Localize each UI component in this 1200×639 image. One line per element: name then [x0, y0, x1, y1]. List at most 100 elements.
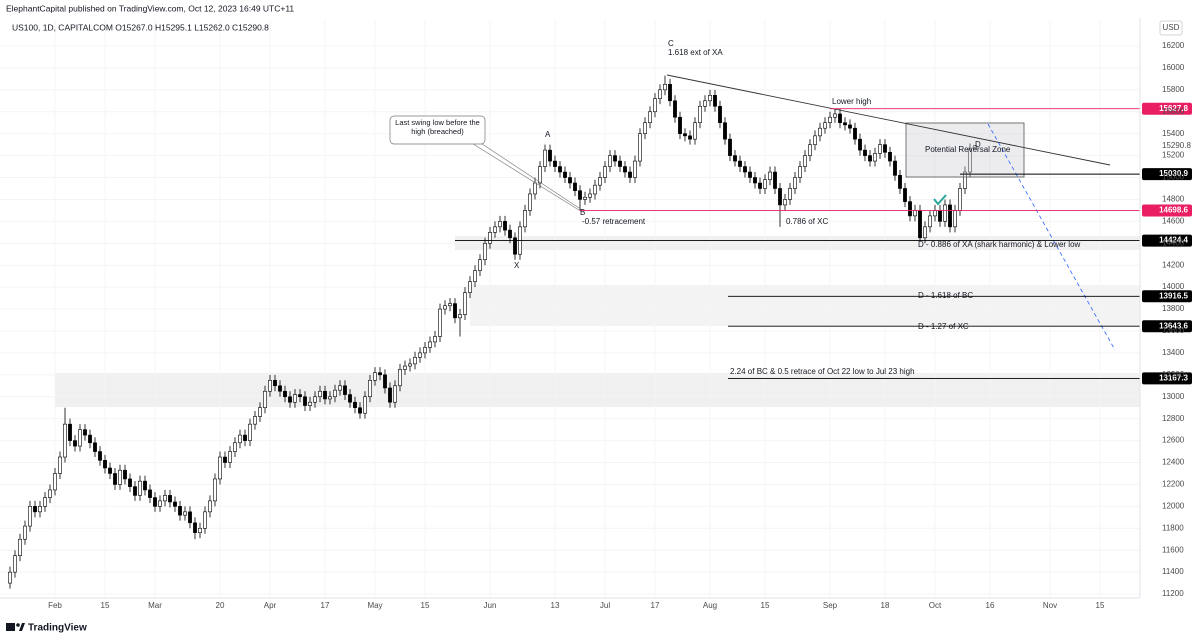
candle-body: [833, 113, 837, 118]
candle-body: [438, 308, 442, 337]
candle-body: [148, 489, 152, 498]
candle-body: [293, 394, 297, 403]
candle-body: [658, 89, 662, 99]
candle-body: [233, 442, 237, 452]
candle-body: [133, 486, 137, 496]
y-tick-label: 14800: [1162, 195, 1185, 204]
candle-body: [638, 133, 642, 162]
y-tick-label: 11400: [1162, 567, 1184, 576]
axes: 11200 11400 11600 11800 12000 12200 12400 12600…: [48, 41, 1191, 610]
candle-body: [33, 506, 37, 513]
candle-body: [288, 396, 292, 403]
level-label-bg: [1142, 102, 1192, 115]
annotation: D - 0.886 of XA (shark harmonic) & Lower…: [918, 240, 1081, 249]
candle-body: [698, 105, 702, 124]
candle-body: [943, 204, 947, 222]
level-label-bg: [1142, 204, 1192, 217]
x-tick-label: 18: [881, 601, 890, 610]
levels: 15627.8 15030.9 14698.6 14424.4 13916.5 13643…: [455, 102, 1192, 385]
zone: [470, 285, 1140, 326]
candle-body: [378, 372, 382, 376]
candle-body: [318, 390, 322, 398]
candle-body: [553, 160, 557, 167]
candle-body: [78, 429, 82, 447]
candle-body: [353, 401, 357, 409]
candle-body: [18, 538, 22, 556]
candle-body: [933, 210, 937, 217]
level-label: 14424.4: [1159, 236, 1188, 245]
candle-body: [868, 155, 872, 162]
candle-body: [623, 166, 627, 173]
candle-body: [968, 148, 972, 173]
candle-body: [813, 135, 817, 145]
y-tick-label: 15000: [1162, 173, 1185, 182]
annotation: 1.618 ext of XA: [668, 48, 723, 57]
y-tick-label: 11800: [1162, 523, 1184, 532]
symbol-info: US100, 1D, CAPITALCOM O15267.0 H15295.1 …: [12, 22, 269, 32]
candle-body: [493, 226, 497, 233]
logo: [6, 623, 25, 631]
candle-body: [713, 95, 717, 107]
x-tick-label: Sep: [823, 601, 838, 610]
candle-body: [483, 242, 487, 261]
candle-body: [768, 171, 772, 181]
candle-body: [743, 166, 747, 173]
annotation: B: [580, 208, 585, 217]
candle-body: [893, 160, 897, 176]
candle-body: [223, 456, 227, 463]
candle-body: [368, 380, 372, 398]
candle-body: [503, 221, 507, 231]
candle-body: [798, 166, 802, 178]
callout-pointer: [469, 135, 583, 211]
last-price-label: 15290.8: [1162, 141, 1191, 150]
annotation: -0.57 retracement: [582, 217, 646, 226]
candle-body: [723, 122, 727, 140]
candle-body: [508, 229, 512, 239]
candle-body: [728, 138, 732, 156]
annotation: 0.786 of XC: [786, 217, 828, 226]
x-tick-label: Aug: [703, 601, 717, 610]
y-tick-label: 16200: [1162, 41, 1185, 50]
candle-body: [388, 387, 392, 403]
level-label-bg: [1142, 234, 1192, 247]
candle-body: [863, 149, 867, 156]
candle-body: [163, 495, 167, 502]
candle-body: [613, 155, 617, 162]
level-label: 15627.8: [1159, 104, 1188, 113]
candle-body: [678, 116, 682, 134]
candle-body: [643, 122, 647, 134]
x-tick-label: Feb: [48, 601, 62, 610]
level-label-bg: [1142, 290, 1192, 303]
candle-body: [253, 416, 257, 425]
candle-body: [818, 127, 822, 137]
candle-body: [93, 442, 97, 452]
candle-body: [398, 369, 402, 387]
candle-body: [393, 385, 397, 403]
annotation: D - 1.618 of BC: [918, 291, 973, 300]
y-tick-label: 12800: [1162, 414, 1185, 423]
candle-body: [113, 473, 117, 485]
candle-body: [973, 145, 977, 149]
candle-body: [168, 495, 172, 503]
candle-body: [323, 390, 327, 400]
candle-body: [948, 204, 952, 228]
reversal-zone: [905, 122, 1025, 178]
candle-body: [918, 210, 922, 239]
candle-body: [313, 396, 317, 403]
candles: [8, 75, 977, 589]
y-tick-label: 15800: [1162, 85, 1185, 94]
x-tick-label: 15: [1096, 601, 1105, 610]
candle-body: [783, 199, 787, 206]
candle-body: [38, 506, 42, 513]
annotation: Potential Reversal Zone: [925, 145, 1011, 154]
candle-body: [403, 365, 407, 370]
y-tick-label: 15200: [1162, 151, 1185, 160]
candle-body: [523, 210, 527, 228]
candle-body: [838, 113, 842, 124]
candle-body: [158, 500, 162, 507]
candle-body: [543, 149, 547, 167]
candle-body: [843, 122, 847, 126]
candle-body: [703, 100, 707, 107]
x-tick-label: Mar: [148, 601, 162, 610]
